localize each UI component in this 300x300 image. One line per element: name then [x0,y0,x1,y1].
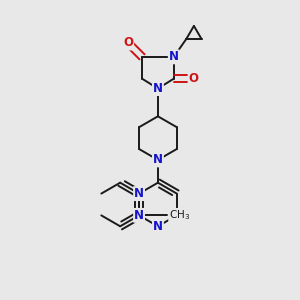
Text: O: O [189,72,199,85]
Text: N: N [134,209,144,222]
Text: N: N [153,153,163,167]
Text: N: N [153,82,163,95]
Text: CH$_3$: CH$_3$ [169,208,190,222]
Text: O: O [123,37,133,50]
Text: N: N [169,50,179,63]
Text: N: N [153,220,163,233]
Text: N: N [134,187,144,200]
